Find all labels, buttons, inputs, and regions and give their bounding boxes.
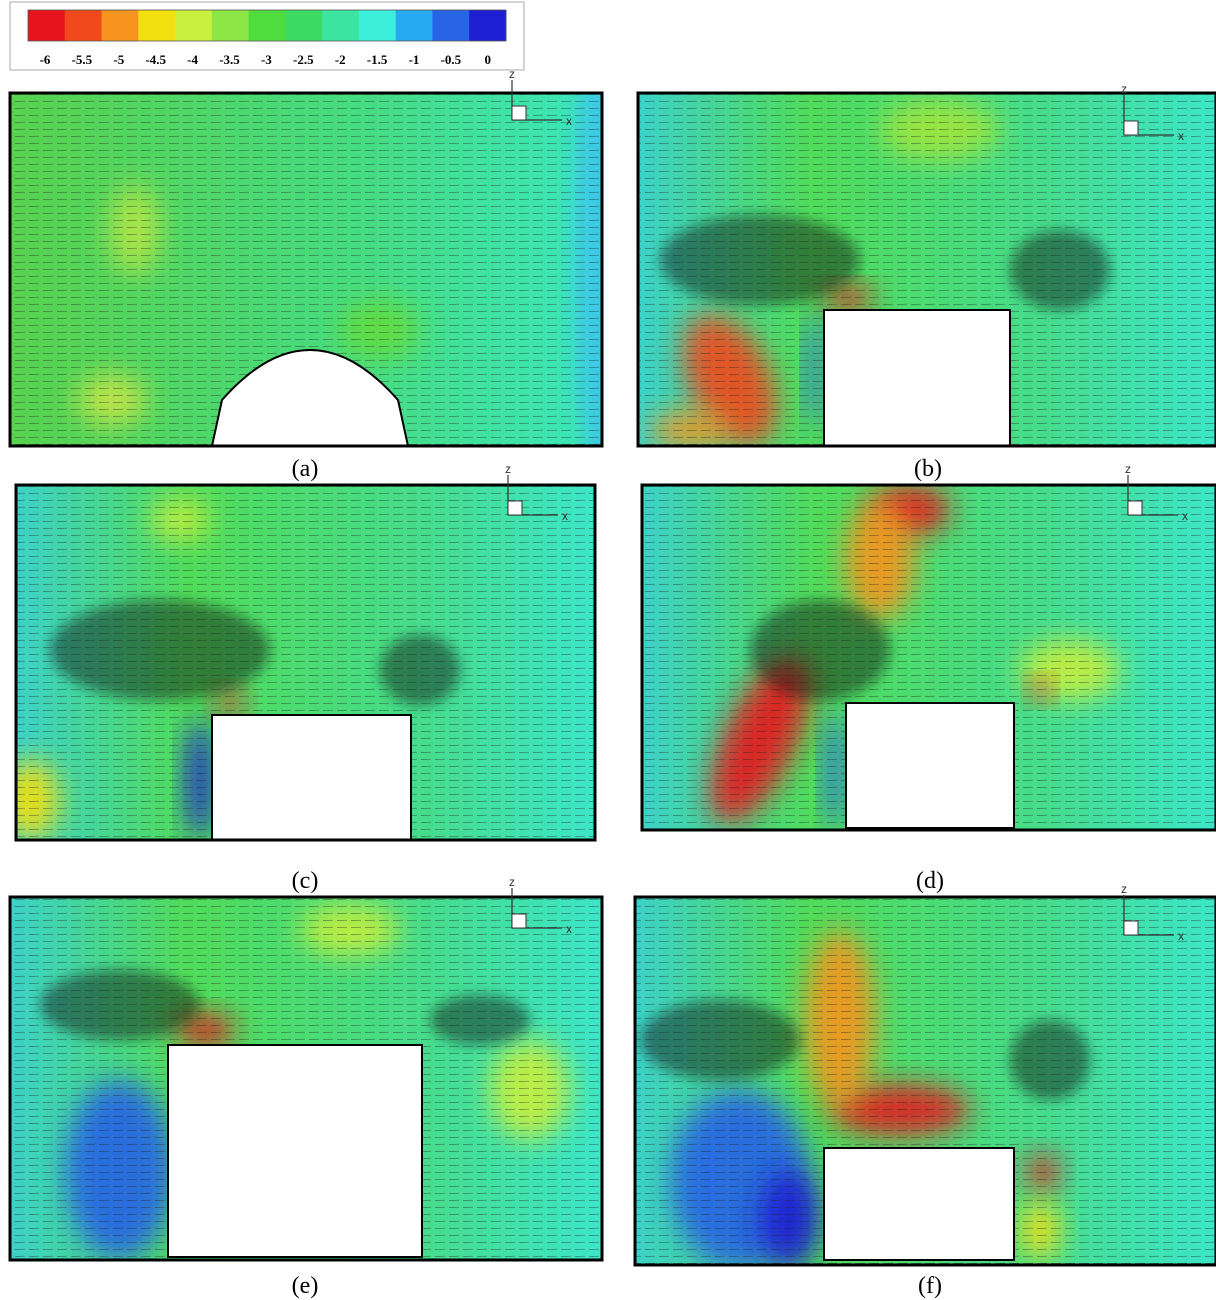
axis-z-label: z bbox=[1121, 882, 1127, 896]
colorbar-swatch bbox=[211, 10, 250, 41]
colorbar-swatch bbox=[138, 10, 176, 41]
colorbar-border bbox=[27, 9, 507, 42]
colorbar-tick-label: -4.5 bbox=[145, 52, 166, 67]
axis-z-label: z bbox=[505, 462, 511, 476]
axis-x-label: x bbox=[566, 922, 572, 936]
panel: z x (c) bbox=[14, 462, 597, 894]
axis-origin bbox=[1123, 920, 1139, 936]
colorbar-swatch bbox=[285, 10, 323, 41]
panel-label: (c) bbox=[292, 868, 319, 894]
panel-label: (a) bbox=[292, 456, 319, 482]
axis-x-label: x bbox=[566, 114, 572, 128]
obstacle bbox=[167, 1044, 423, 1258]
colorbar: -6 -5.5 -5 -4.5 -4 -3.5 -3 -2.5 -2 -1.5 -1 -0.5 0 bbox=[27, 9, 507, 67]
panel-frame bbox=[640, 483, 1216, 832]
colorbar-tick-label: -1.5 bbox=[367, 52, 388, 67]
colorbar-tick-label: -4 bbox=[187, 52, 198, 67]
colorbar-swatch bbox=[101, 10, 139, 41]
axis-x-label: x bbox=[1178, 929, 1184, 943]
colorbar-swatch bbox=[28, 10, 66, 41]
panels: z x (a) z x (b) z x (c) z x (d) z x (e) z x (f) bbox=[8, 67, 1216, 1299]
panel-frame bbox=[633, 895, 1216, 1267]
axis-z-label: z bbox=[1125, 462, 1131, 476]
panel-label: (e) bbox=[292, 1273, 319, 1299]
axis-origin bbox=[507, 500, 523, 516]
panel-field bbox=[16, 485, 595, 840]
axis-x-label: x bbox=[1178, 129, 1184, 143]
colorbar-tick-label: -3 bbox=[261, 52, 272, 67]
colorbar-tick-label: -0.5 bbox=[441, 52, 462, 67]
panel-field bbox=[642, 485, 1216, 830]
axis-origin bbox=[511, 105, 527, 121]
axis-origin bbox=[1123, 120, 1139, 136]
colorbar-swatch bbox=[322, 10, 360, 41]
panel-field bbox=[10, 93, 602, 446]
colorbar-tick-label: -2 bbox=[335, 52, 346, 67]
axis-z-label: z bbox=[1121, 82, 1127, 96]
axis-origin bbox=[1127, 500, 1143, 516]
panel: z x (d) bbox=[640, 462, 1216, 894]
panel-frame bbox=[8, 91, 604, 448]
panel: z x (f) bbox=[633, 882, 1216, 1299]
colorbar-tick-label: -5 bbox=[113, 52, 124, 67]
obstacle bbox=[845, 702, 1015, 829]
panel-label: (d) bbox=[916, 868, 944, 894]
panel: z x (a) bbox=[8, 67, 604, 482]
panel-frame bbox=[14, 483, 597, 842]
panel-frame bbox=[8, 895, 604, 1262]
panel-label: (b) bbox=[914, 456, 942, 482]
colorbar-tick-label: -3.5 bbox=[219, 52, 240, 67]
obstacle bbox=[823, 1147, 1015, 1261]
axis-origin bbox=[511, 913, 527, 929]
colorbar-tick-label: -6 bbox=[40, 52, 51, 67]
axis-x-label: x bbox=[1182, 509, 1188, 523]
panel-field bbox=[10, 897, 602, 1260]
colorbar-tick-label: -5.5 bbox=[72, 52, 93, 67]
colorbar-tick-label: 0 bbox=[485, 52, 492, 67]
colorbar-swatch bbox=[248, 10, 286, 41]
panel-label: (f) bbox=[918, 1273, 942, 1299]
colorbar-swatch bbox=[175, 10, 213, 41]
panel-field bbox=[638, 93, 1216, 446]
axis-z-label: z bbox=[509, 875, 515, 889]
colorbar-swatch bbox=[395, 10, 433, 41]
panel: z x (b) bbox=[636, 82, 1216, 482]
panel: z x (e) bbox=[8, 875, 604, 1299]
panel-field bbox=[635, 897, 1216, 1265]
colorbar-swatch bbox=[64, 10, 103, 41]
axis-z-label: z bbox=[509, 67, 515, 81]
obstacle bbox=[211, 714, 412, 840]
colorbar-swatch bbox=[358, 10, 397, 41]
colorbar-swatch bbox=[469, 10, 507, 41]
obstacle bbox=[823, 309, 1011, 446]
panel-frame bbox=[636, 91, 1216, 448]
obstacle bbox=[210, 349, 410, 446]
colorbar-swatch bbox=[432, 10, 470, 41]
colorbar-tick-label: -1 bbox=[409, 52, 420, 67]
colorbar-tick-label: -2.5 bbox=[293, 52, 314, 67]
axis-x-label: x bbox=[562, 509, 568, 523]
